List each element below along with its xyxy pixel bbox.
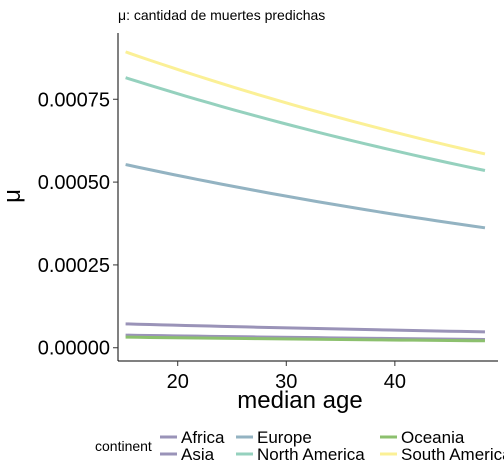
legend-label: Europe — [257, 428, 312, 447]
y-ticks: 0.00000 0.00025 0.00050 0.00075 — [38, 89, 118, 360]
x-tick-label: 30 — [275, 371, 297, 393]
y-tick-label: 0.00050 — [38, 172, 110, 194]
series-line-north-america — [125, 76, 486, 172]
plot-lines — [125, 50, 486, 343]
legend-label: Africa — [181, 428, 225, 447]
legend-label: Oceania — [401, 428, 465, 447]
y-axis-label: μ — [0, 189, 26, 203]
legend-title: continent — [95, 438, 152, 454]
series-line-oceania — [125, 335, 485, 343]
x-tick-label: 20 — [167, 371, 189, 393]
y-tick-label: 0.00075 — [38, 89, 110, 111]
legend-label: North America — [257, 445, 365, 464]
x-axis-label: median age — [237, 387, 362, 414]
series-line-africa — [125, 322, 485, 334]
series-line-europe — [125, 163, 486, 230]
chart-title: μ: cantidad de muertes predichas — [118, 7, 325, 23]
y-tick-label: 0.00000 — [38, 338, 110, 360]
y-tick-label: 0.00025 — [38, 255, 110, 277]
legend-label: South America — [401, 445, 504, 464]
legend-label: Asia — [181, 445, 215, 464]
series-line-south-america — [125, 50, 486, 156]
x-tick-label: 40 — [384, 371, 406, 393]
x-ticks: 20 30 40 — [167, 361, 406, 393]
